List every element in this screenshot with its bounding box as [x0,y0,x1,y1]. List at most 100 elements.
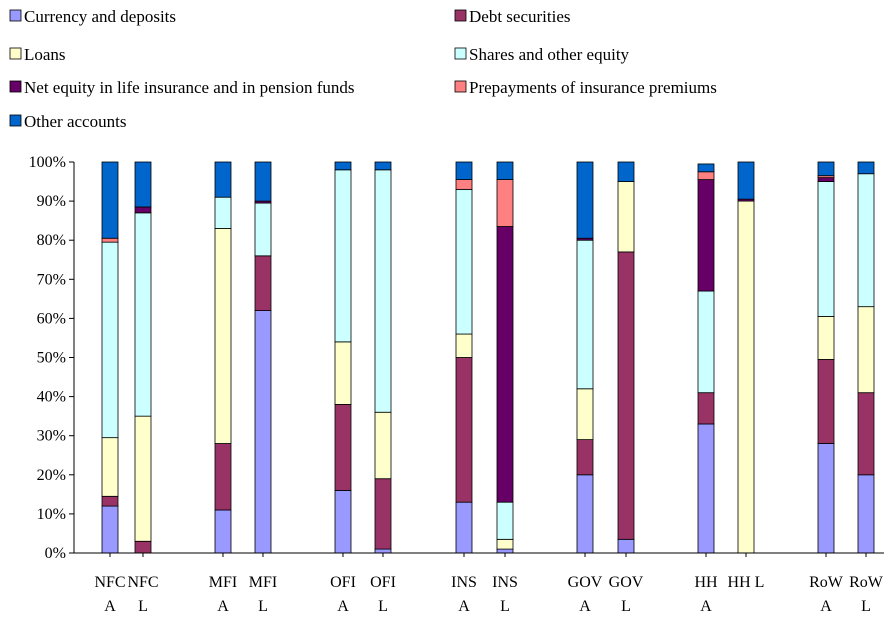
y-tick-label: 0% [45,545,66,562]
x-tick-label: INS [492,574,518,591]
bar-segment [254,202,272,257]
bar-segment [455,161,473,180]
bar-segment [254,161,272,202]
bar-stack [617,161,635,554]
x-tick-label: NFC [94,574,125,591]
bar-segment [817,181,835,317]
x-tick-sublabel: L [378,598,388,615]
bar-segment [214,228,232,444]
bar-segment [857,306,875,394]
bar-segment [617,538,635,554]
bar-segment [134,415,152,542]
bar-segment [857,392,875,476]
x-tick-sublabel: A [458,598,470,615]
bar-segment [134,212,152,417]
bar-segment [101,237,119,243]
x-tick-sublabel: L [500,598,510,615]
bar-segment [697,163,715,173]
y-tick-label: 50% [37,350,66,367]
bar-segment [455,333,473,358]
x-tick-label: OFI [370,574,396,591]
legend: Currency and deposits Debt securities Loan… [9,7,717,131]
x-tick-label: RoW [849,574,884,591]
bar-stack [737,161,755,554]
bars [101,161,875,554]
x-tick-sublabel: L [138,598,148,615]
bar-segment [455,501,473,554]
bar-segment [254,255,272,311]
legend-swatch [454,80,467,93]
x-tick-sublabel: L [861,598,871,615]
bar-segment [576,388,594,441]
bar-segment [334,404,352,491]
bar-segment [857,173,875,308]
bar-segment [374,411,392,480]
y-tick-label: 40% [37,389,66,406]
bar-segment [496,538,514,550]
y-tick-label: 100% [29,154,66,171]
x-tick-sublabel: A [217,598,229,615]
legend-swatch [9,9,22,22]
bar-stack [697,163,715,554]
x-tick-sublabel: A [104,598,116,615]
bar-stack [214,161,232,554]
bar-segment [817,316,835,360]
bar-segment [576,439,594,476]
bar-segment [334,341,352,405]
y-tick-label: 60% [37,310,66,327]
bar-segment [101,161,119,239]
bar-stack [817,161,835,554]
bar-segment [101,437,119,497]
x-axis: NFC A NFC L MFI A MFI L OFI A OFI L INS A INS L GOV A GOV L… [74,552,884,615]
x-tick-sublabel: A [700,598,712,615]
x-tick-sublabel: L [621,598,631,615]
bar-segment [455,188,473,335]
bar-segment [455,179,473,190]
bar-segment [214,443,232,511]
bar-stack [576,161,594,554]
bar-segment [374,478,392,550]
x-tick-label: MFI [249,574,277,591]
legend-label: Currency and deposits [24,7,176,26]
x-tick-label: HH L [728,574,765,591]
bar-segment [496,226,514,503]
bar-segment [334,161,352,171]
x-tick-label: RoW [809,574,844,591]
bar-segment [857,161,875,175]
legend-swatch [454,47,467,60]
bar-segment [334,490,352,554]
y-tick-label: 10% [37,506,66,523]
y-axis: 0% 10% 20% 30% 40% 50% 60% 70% 80% 90% 100% [29,154,75,562]
bar-segment [697,290,715,394]
x-tick-sublabel: A [337,598,349,615]
bar-stack [101,161,119,554]
legend-label: Shares and other equity [469,45,630,64]
bar-segment [496,501,514,540]
bar-segment [617,161,635,182]
bar-segment [817,161,835,177]
bar-segment [817,177,835,182]
bar-segment [817,443,835,554]
bar-segment [496,548,514,554]
bar-stack [334,161,352,554]
bar-segment [254,310,272,554]
x-tick-label: NFC [127,574,158,591]
bar-segment [455,357,473,503]
bar-segment [496,161,514,180]
bar-segment [214,509,232,554]
legend-swatch [454,9,467,22]
bar-segment [737,161,755,200]
y-tick-label: 70% [37,271,66,288]
legend-swatch [9,47,22,60]
bar-segment [214,161,232,198]
legend-label: Other accounts [24,112,126,131]
y-tick-label: 90% [37,193,66,210]
x-tick-label: OFI [330,574,356,591]
bar-stack [254,161,272,554]
bar-segment [134,206,152,214]
bar-stack [857,161,875,554]
bar-segment [374,169,392,413]
legend-label: Prepayments of insurance premiums [469,78,717,97]
bar-segment [857,474,875,554]
y-tick-label: 20% [37,467,66,484]
